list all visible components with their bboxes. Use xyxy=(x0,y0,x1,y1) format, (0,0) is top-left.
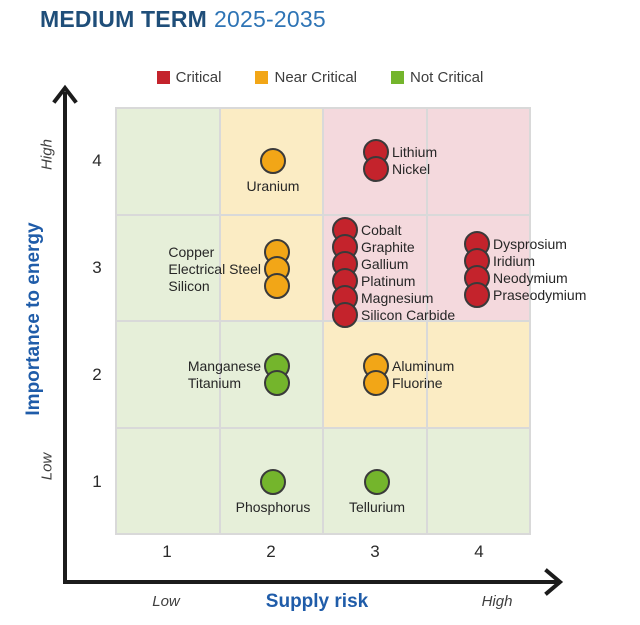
title-period: 2025-2035 xyxy=(214,6,326,32)
legend: Critical Near Critical Not Critical xyxy=(0,69,640,86)
label-group-manganese: Manganese Titanium xyxy=(188,358,261,392)
legend-swatch-icon xyxy=(156,71,170,84)
dot-uranium xyxy=(260,147,286,174)
label-group-tellurium: Tellurium xyxy=(348,498,406,515)
y-tick-2: 2 xyxy=(92,364,102,384)
label-cobalt: Cobalt xyxy=(361,222,402,238)
x-tick-3: 3 xyxy=(370,542,380,561)
label-group-dysprosium: Dysprosium Iridium Neodymium Praseodymium xyxy=(493,236,586,304)
label-group-uranium: Uranium xyxy=(246,177,300,194)
x-axis-title: Supply risk xyxy=(265,591,369,612)
label-gallium: Gallium xyxy=(361,256,409,272)
legend-label: Critical xyxy=(175,69,222,86)
label-titanium: Titanium xyxy=(187,375,241,391)
label-aluminum: Aluminum xyxy=(392,358,455,374)
matrix-cell-risk1-importance4 xyxy=(117,109,219,214)
matrix-cell-risk1-importance3 xyxy=(117,215,219,320)
title-main: MEDIUM TERM xyxy=(40,6,208,32)
dot-silicon xyxy=(264,272,290,299)
label-group-phosphorus: Phosphorus xyxy=(235,498,311,515)
matrix-cell-risk1-importance2 xyxy=(117,322,219,427)
label-electrical-steel: Electrical Steel xyxy=(168,260,261,277)
label-group-copper: Copper Electrical Steel Silicon xyxy=(168,244,261,295)
y-tick-1: 1 xyxy=(92,471,102,491)
label-dysprosium: Dysprosium xyxy=(493,236,567,252)
y-axis-arrow-icon xyxy=(52,84,78,584)
matrix-cell-risk4-importance1 xyxy=(427,428,529,533)
legend-item-near-critical: Near Critical xyxy=(255,69,357,86)
legend-item-not-critical: Not Critical xyxy=(391,69,483,86)
matrix-cell-risk1-importance1 xyxy=(117,428,219,533)
legend-label: Near Critical xyxy=(274,69,357,86)
dot-fluorine xyxy=(363,370,389,396)
label-platinum: Platinum xyxy=(361,273,416,289)
label-fluorine: Fluorine xyxy=(392,375,443,391)
label-nickel: Nickel xyxy=(392,161,431,177)
matrix-cell-risk4-importance2 xyxy=(427,322,529,427)
label-graphite: Graphite xyxy=(361,239,415,255)
dot-tellurium xyxy=(364,468,390,495)
label-neodymium: Neodymium xyxy=(493,270,568,286)
matrix-grid xyxy=(115,107,531,535)
y-axis-title: Importance to energy xyxy=(23,222,44,416)
label-group-cobalt: Cobalt Graphite Gallium Platinum Magnesium Si… xyxy=(361,222,455,324)
label-copper: Copper xyxy=(168,243,215,260)
dot-nickel xyxy=(363,156,389,182)
x-tick-1: 1 xyxy=(162,542,172,561)
dot-phosphorus xyxy=(260,468,286,495)
x-axis-arrow-icon xyxy=(63,568,564,596)
legend-swatch-icon xyxy=(391,71,404,84)
x-axis-low-caption: Low xyxy=(152,593,180,610)
page-title: MEDIUM TERM 2025-2035 xyxy=(40,6,326,33)
y-axis-high-caption: High xyxy=(38,139,56,170)
matrix-cell-risk4-importance4 xyxy=(427,109,529,214)
label-silicon-carbide: Silicon Carbide xyxy=(361,307,456,323)
label-manganese: Manganese xyxy=(187,358,261,374)
x-tick-2: 2 xyxy=(266,542,276,561)
dot-praseodymium xyxy=(464,282,490,308)
label-praseodymium: Praseodymium xyxy=(493,287,587,303)
legend-label: Not Critical xyxy=(410,69,484,86)
y-axis-low-caption: Low xyxy=(38,452,56,481)
dot-titanium xyxy=(264,370,290,396)
legend-swatch-icon xyxy=(255,71,269,84)
x-axis-high-caption: High xyxy=(481,593,513,610)
x-tick-4: 4 xyxy=(474,542,484,561)
dot-silicon-carbide xyxy=(332,302,358,328)
y-tick-3: 3 xyxy=(92,257,102,277)
label-iridium: Iridium xyxy=(493,253,536,269)
label-group-lithium: Lithium Nickel xyxy=(392,144,437,178)
label-silicon: Silicon xyxy=(168,277,210,294)
label-group-aluminum: Aluminum Fluorine xyxy=(392,358,454,392)
label-magnesium: Magnesium xyxy=(361,290,434,306)
y-tick-4: 4 xyxy=(92,150,102,170)
label-lithium: Lithium xyxy=(392,144,438,160)
legend-item-critical: Critical xyxy=(156,69,222,86)
